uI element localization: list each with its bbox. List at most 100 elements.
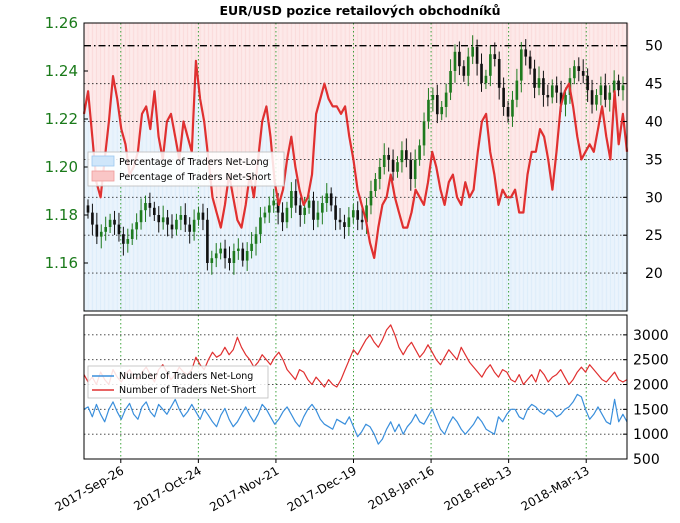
net-short-area xyxy=(227,23,232,175)
net-short-area xyxy=(210,23,215,198)
net-long-area xyxy=(434,167,439,311)
net-short-area xyxy=(305,23,310,198)
net-short-area xyxy=(517,23,522,213)
bottom-panel: 500 1000 1500 2000 2500 3000 xyxy=(83,314,669,468)
net-short-area xyxy=(583,23,588,152)
net-short-area xyxy=(334,23,339,107)
net-short-area xyxy=(525,23,530,175)
net-short-area xyxy=(438,23,443,190)
legend-swatch-net-short xyxy=(91,170,115,182)
net-short-area xyxy=(135,23,140,152)
net-short-area xyxy=(148,23,153,130)
net-long-area xyxy=(119,129,124,311)
net-short-area xyxy=(380,23,385,205)
net-short-area xyxy=(189,23,194,152)
candle-body xyxy=(506,107,510,117)
net-short-area xyxy=(260,23,265,122)
candle-body xyxy=(166,217,169,225)
candle-body xyxy=(435,95,439,115)
candle-body xyxy=(104,227,108,232)
candle-body xyxy=(175,219,178,230)
net-short-area xyxy=(604,23,609,137)
net-long-area xyxy=(500,189,505,311)
candle-body xyxy=(237,248,240,251)
net-short-area xyxy=(309,23,315,175)
net-short-area xyxy=(496,23,501,205)
net-short-area xyxy=(608,23,613,160)
net-long-area xyxy=(264,106,269,311)
net-long-area xyxy=(537,129,543,311)
net-long-area xyxy=(562,91,567,311)
net-short-area xyxy=(591,23,596,152)
bottom-tick-label: 1000 xyxy=(633,427,669,443)
net-short-area xyxy=(521,23,526,213)
net-short-area xyxy=(98,23,103,198)
net-short-area xyxy=(355,23,360,190)
candle-body xyxy=(161,217,165,223)
net-short-area xyxy=(181,23,186,122)
net-short-area xyxy=(222,23,228,205)
right-tick-label: 30 xyxy=(645,190,663,206)
net-short-area xyxy=(293,23,298,167)
net-short-area xyxy=(409,23,414,213)
net-short-area xyxy=(276,23,281,205)
candle-body xyxy=(453,51,457,71)
left-tick-label: 1.24 xyxy=(45,62,78,80)
candle-body xyxy=(157,215,161,223)
candle-body xyxy=(533,68,536,88)
net-short-area xyxy=(376,23,381,228)
net-short-area xyxy=(185,23,190,137)
net-long-area xyxy=(604,136,609,311)
candle-body xyxy=(497,59,501,88)
candle-body xyxy=(223,248,227,259)
x-tick-label: 2017-Sep-26 xyxy=(53,463,127,514)
candle-body xyxy=(201,212,205,220)
net-long-area xyxy=(421,204,426,311)
net-short-area xyxy=(280,23,286,190)
candle-body xyxy=(489,54,492,76)
net-long-area xyxy=(405,227,410,311)
legend-label-net-short: Percentage of Traders Net-Short xyxy=(119,172,271,183)
candle-body xyxy=(91,212,94,225)
net-long-area xyxy=(620,113,625,312)
net-short-area xyxy=(86,23,91,92)
net-long-area xyxy=(135,151,140,311)
net-short-area xyxy=(612,23,617,92)
candle-body xyxy=(206,219,209,263)
net-short-area xyxy=(384,23,389,198)
net-long-area xyxy=(459,204,464,311)
net-long-area xyxy=(260,121,265,312)
net-short-area xyxy=(405,23,410,228)
net-short-area xyxy=(463,23,468,183)
x-tick-label: 2017-Dec-19 xyxy=(285,463,359,514)
net-short-area xyxy=(272,23,277,183)
candle-body xyxy=(290,191,293,208)
net-short-area xyxy=(164,23,169,122)
net-short-area xyxy=(119,23,124,130)
x-tick-label: 2017-Oct-24 xyxy=(131,463,203,513)
net-long-area xyxy=(533,151,538,311)
net-short-area xyxy=(467,23,472,198)
candle-body xyxy=(272,200,276,206)
net-short-area xyxy=(417,23,422,198)
candle-body xyxy=(316,212,320,220)
net-short-area xyxy=(488,23,493,152)
candle-body xyxy=(484,75,488,83)
net-long-area xyxy=(164,121,169,312)
x-tick-label: 2017-Nov-21 xyxy=(207,463,281,514)
candle-body xyxy=(294,191,298,206)
net-long-area xyxy=(529,151,534,311)
net-short-area xyxy=(471,23,476,190)
candle-body xyxy=(374,179,377,191)
top-panel: 1.16 1.18 1.20 1.22 1.24 1.26 20 25 30 35 40 45 50 xyxy=(45,14,663,312)
net-short-area xyxy=(508,23,514,198)
candle-body xyxy=(188,224,192,232)
net-long-area xyxy=(479,121,484,312)
net-long-area xyxy=(372,257,377,311)
net-long-area xyxy=(297,189,302,311)
net-short-area xyxy=(571,23,576,107)
net-long-area xyxy=(401,227,406,311)
net-long-area xyxy=(239,227,244,311)
net-long-area xyxy=(185,136,190,311)
net-long-area xyxy=(189,151,194,311)
